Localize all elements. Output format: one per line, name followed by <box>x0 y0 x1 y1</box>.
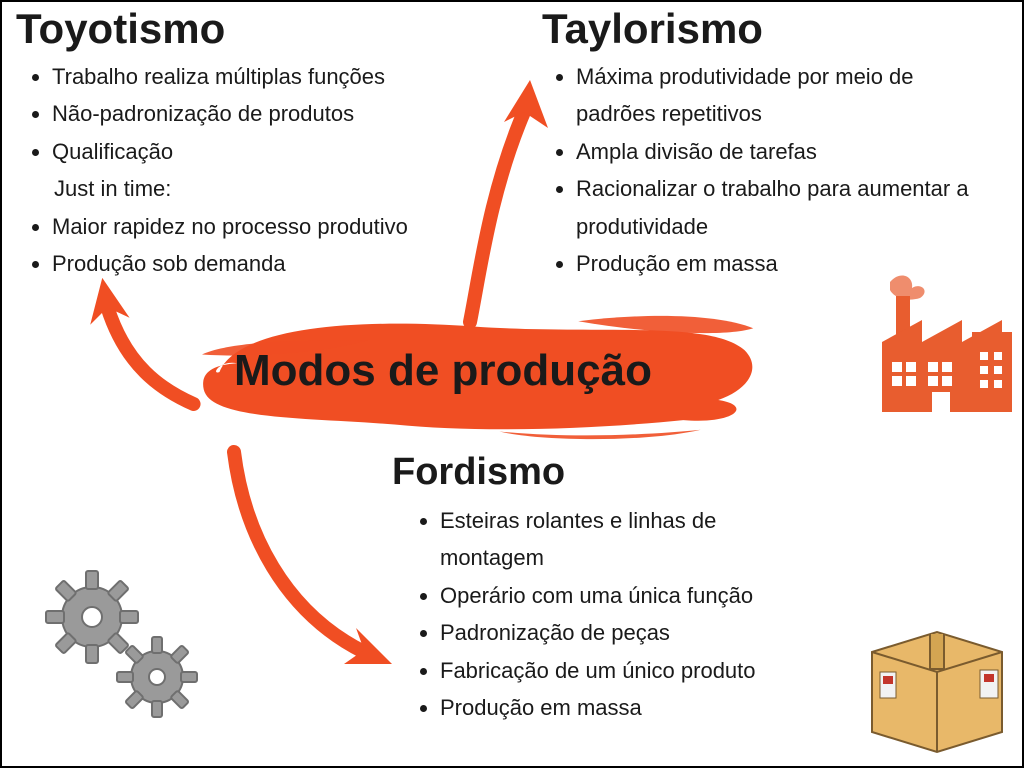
taylorismo-bullets: Máxima produtividade por meio de padrões… <box>548 58 978 282</box>
toyotismo-bullets: Trabalho realiza múltiplas funçõesNão-pa… <box>24 58 464 282</box>
list-item: Produção em massa <box>440 689 822 726</box>
fordismo-heading: Fordismo <box>392 452 565 494</box>
toyotismo-heading: Toyotismo <box>16 6 225 52</box>
arrow-to-taylorismo-icon <box>450 72 570 332</box>
fordismo-bullets: Esteiras rolantes e linhas de montagemOp… <box>412 502 822 726</box>
list-item: Máxima produtividade por meio de padrões… <box>576 58 978 133</box>
list-item: Maior rapidez no processo produtivo <box>52 208 464 245</box>
list-item: Esteiras rolantes e linhas de montagem <box>440 502 822 577</box>
list-item: Trabalho realiza múltiplas funções <box>52 58 464 95</box>
list-item: Qualificação <box>52 133 464 170</box>
toyotismo-subline: Just in time: <box>54 170 464 207</box>
list-item: Racionalizar o trabalho para aumentar a … <box>576 170 978 245</box>
list-item: Não-padronização de produtos <box>52 95 464 132</box>
list-item: Ampla divisão de tarefas <box>576 133 978 170</box>
list-item: Padronização de peças <box>440 614 822 651</box>
list-item: Operário com uma única função <box>440 577 822 614</box>
arrow-to-fordismo-icon <box>214 442 414 692</box>
box-icon <box>852 602 1022 762</box>
arrow-to-toyotismo-icon <box>59 251 225 433</box>
center-title: Modos de produção <box>234 347 652 395</box>
gears-icon <box>42 562 222 742</box>
list-item: Fabricação de um único produto <box>440 652 822 689</box>
factory-icon <box>872 262 1022 422</box>
taylorismo-heading: Taylorismo <box>542 6 763 52</box>
